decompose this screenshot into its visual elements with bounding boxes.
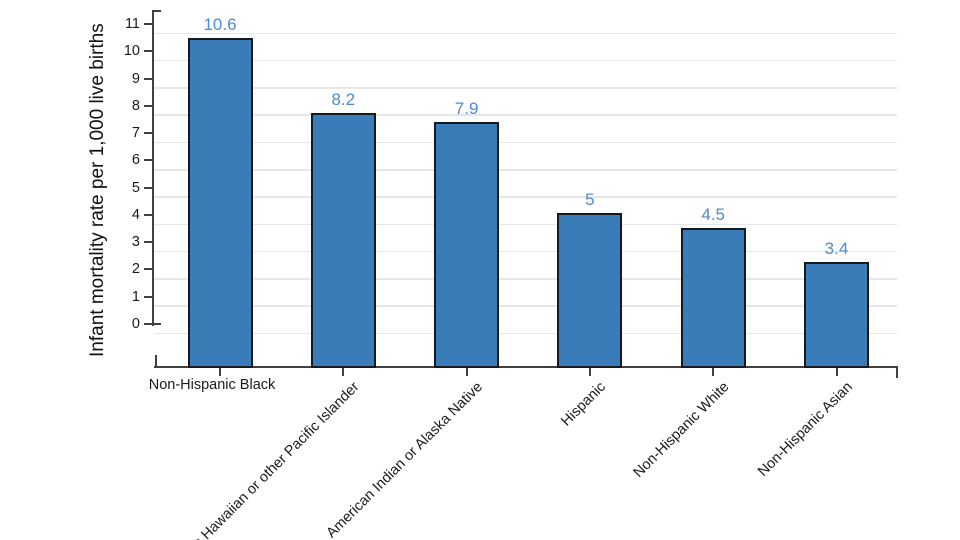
y-axis-tick-0 bbox=[144, 323, 152, 325]
bar-value-label-non-hispanic-white: 4.5 bbox=[701, 205, 725, 225]
gridline-8 bbox=[154, 114, 897, 117]
y-tick-label-5: 5 bbox=[131, 179, 140, 196]
gridline-9 bbox=[154, 87, 897, 89]
y-tick-label-7: 7 bbox=[131, 125, 140, 142]
bar-native-hawaiian-or-other-pacific-islander bbox=[310, 112, 376, 368]
gridline-7 bbox=[154, 141, 897, 144]
gridline-5 bbox=[154, 196, 897, 198]
bar-value-label-hispanic: 5 bbox=[585, 189, 595, 209]
x-category-label-native-hawaiian-or-other-pacific-islander: Native Hawaiian or other Pacific Islande… bbox=[166, 379, 363, 540]
gridline-4 bbox=[154, 223, 897, 226]
x-category-label-non-hispanic-asian: Non-Hispanic Asian bbox=[755, 379, 856, 480]
x-axis-tick-non-hispanic-white bbox=[712, 367, 715, 376]
y-tick-label-1: 1 bbox=[131, 288, 140, 305]
y-axis-tick-9 bbox=[144, 77, 152, 80]
x-axis-tick-hispanic bbox=[588, 367, 591, 376]
x-axis-right-cap bbox=[896, 366, 898, 378]
y-tick-label-9: 9 bbox=[131, 70, 140, 87]
x-category-label-non-hispanic-black: Non-Hispanic Black bbox=[148, 377, 276, 393]
gridline-1 bbox=[154, 305, 897, 307]
gridline-0 bbox=[154, 332, 897, 335]
bar-non-hispanic-black bbox=[187, 38, 253, 368]
gridline-10 bbox=[154, 59, 897, 62]
bar-american-indian-or-alaska-native bbox=[434, 122, 500, 368]
bar-value-label-non-hispanic-black: 10.6 bbox=[203, 15, 237, 35]
y-axis-tick-8 bbox=[144, 104, 152, 107]
y-tick-label-4: 4 bbox=[131, 206, 140, 223]
y-axis-bottom-cap bbox=[152, 323, 161, 325]
y-tick-label-10: 10 bbox=[123, 43, 140, 60]
y-tick-label-11: 11 bbox=[124, 16, 140, 33]
y-axis-tick-3 bbox=[144, 241, 152, 244]
bar-value-label-non-hispanic-asian: 3.4 bbox=[824, 239, 849, 259]
y-tick-label-2: 2 bbox=[131, 261, 140, 278]
gridline-3 bbox=[154, 250, 897, 253]
x-category-label-non-hispanic-white: Non-Hispanic White bbox=[630, 379, 733, 481]
x-axis-tick-non-hispanic-asian bbox=[835, 367, 838, 376]
y-axis-tick-1 bbox=[144, 295, 152, 298]
bar-non-hispanic-white bbox=[680, 228, 746, 368]
y-tick-label-0: 0 bbox=[131, 316, 140, 332]
bar-hispanic bbox=[557, 212, 623, 368]
gridline-2 bbox=[154, 278, 897, 280]
x-axis-tick-non-hispanic-black bbox=[219, 367, 221, 376]
gridline-11 bbox=[154, 32, 897, 35]
y-tick-label-6: 6 bbox=[131, 152, 140, 169]
x-axis-left-cap bbox=[155, 354, 157, 367]
bar-value-label-native-hawaiian-or-other-pacific-islander: 8.2 bbox=[331, 89, 356, 109]
bar-value-label-american-indian-or-alaska-native: 7.9 bbox=[454, 99, 479, 119]
y-axis-tick-2 bbox=[144, 268, 152, 271]
y-axis-tick-7 bbox=[144, 132, 152, 135]
y-axis-tick-10 bbox=[144, 50, 152, 53]
y-axis-tick-11 bbox=[144, 23, 152, 26]
x-axis-tick-american-indian-or-alaska-native bbox=[465, 367, 468, 376]
y-axis-tick-5 bbox=[144, 186, 152, 189]
y-axis-top-cap bbox=[152, 10, 161, 12]
y-axis-tick-4 bbox=[144, 213, 152, 216]
gridline-6 bbox=[154, 168, 897, 171]
bar-non-hispanic-asian bbox=[804, 262, 869, 368]
y-axis-tick-6 bbox=[144, 159, 152, 162]
x-axis-line bbox=[154, 365, 898, 368]
x-axis-tick-native-hawaiian-or-other-pacific-islander bbox=[342, 367, 345, 376]
x-category-label-hispanic: Hispanic bbox=[558, 379, 610, 430]
y-tick-label-8: 8 bbox=[131, 97, 140, 114]
y-tick-label-3: 3 bbox=[131, 234, 140, 251]
y-axis-spine bbox=[152, 10, 154, 326]
